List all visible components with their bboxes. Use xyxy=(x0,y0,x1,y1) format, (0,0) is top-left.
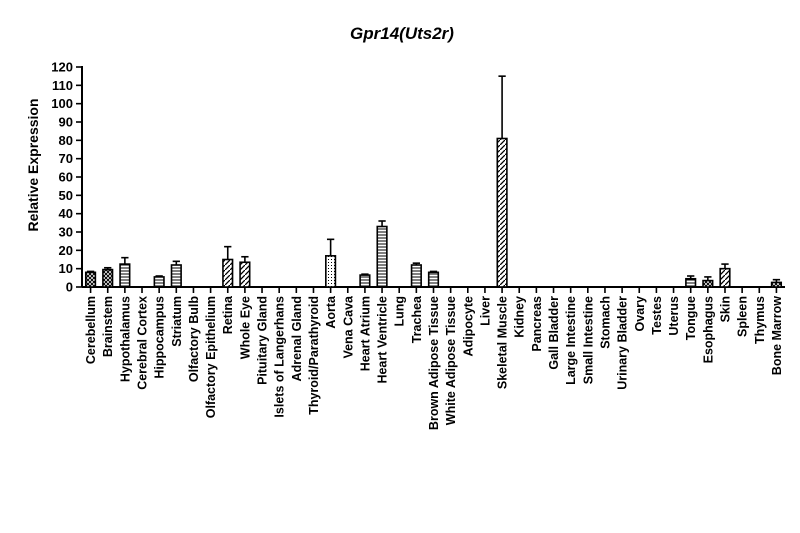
y-tick-label: 80 xyxy=(59,133,73,148)
x-tick-label: Tongue xyxy=(684,296,698,340)
bar xyxy=(410,264,422,288)
bar xyxy=(719,267,731,288)
x-tick-label: Uterus xyxy=(667,296,681,336)
y-axis-label: Relative Expression xyxy=(25,98,41,231)
x-tick-label: Retina xyxy=(221,295,235,334)
x-tick-label: Islets of Langerhans xyxy=(273,296,287,418)
bar xyxy=(376,225,388,288)
x-tick-label: Pancreas xyxy=(530,296,544,352)
x-tick-label: Heart Ventricle xyxy=(376,296,390,384)
x-tick-label: Thymus xyxy=(753,296,767,344)
x-tick-label: Lung xyxy=(393,296,407,327)
x-tick-label: Spleen xyxy=(736,296,750,337)
x-tick-label: Trachea xyxy=(410,295,424,343)
bar xyxy=(102,268,114,288)
x-tick-label: Skin xyxy=(718,296,732,322)
x-tick-label: Hypothalamus xyxy=(118,296,132,382)
x-tick-label: Adrenal Gland xyxy=(290,296,304,381)
x-tick-label: Cerebral Cortex xyxy=(136,296,150,390)
bar xyxy=(359,274,371,288)
y-tick-label: 30 xyxy=(59,225,73,240)
x-tick-label: Gall Bladder xyxy=(547,296,561,370)
x-tick-label: Adipocyte xyxy=(461,296,475,356)
bar xyxy=(153,276,165,288)
x-tick-label: Striatum xyxy=(170,296,184,347)
x-tick-label: Ovary xyxy=(633,296,647,331)
x-tick-label: Testes xyxy=(650,296,664,335)
y-tick-label: 0 xyxy=(66,280,73,295)
y-tick-label: 50 xyxy=(59,188,73,203)
x-tick-label: Hippocampus xyxy=(153,296,167,379)
x-tick-label: Brainstem xyxy=(101,296,115,357)
bar xyxy=(239,261,251,288)
x-tick-label: Kidney xyxy=(513,296,527,338)
y-tick-label: 120 xyxy=(51,60,73,75)
x-tick-label: Olfactory Bulb xyxy=(187,296,201,382)
bar xyxy=(702,279,714,288)
x-tick-label: Skeletal Muscle xyxy=(496,296,510,389)
x-tick-label: Vena Cava xyxy=(341,295,355,359)
bar xyxy=(770,281,783,288)
x-tick-label: Large Intestine xyxy=(564,296,578,385)
y-tick-label: 20 xyxy=(59,243,73,258)
bar xyxy=(685,277,697,288)
y-tick-label: 10 xyxy=(59,261,73,276)
y-tick-label: 70 xyxy=(59,151,73,166)
x-tick-label: Aorta xyxy=(324,295,338,329)
x-tick-label: Thyroid/Parathyroid xyxy=(307,296,321,415)
x-tick-label: Small Intestine xyxy=(581,296,595,384)
x-tick-label: Esophagus xyxy=(701,296,715,363)
bar xyxy=(496,137,508,288)
chart-title: Gpr14(Uts2r) xyxy=(350,24,454,43)
bar xyxy=(84,271,97,288)
y-tick-label: 40 xyxy=(59,206,73,221)
bar xyxy=(222,258,234,288)
bar xyxy=(427,271,440,288)
x-tick-label: Heart Atrium xyxy=(358,296,372,371)
x-tick-label: Liver xyxy=(478,296,492,326)
x-tick-label: Urinary Bladder xyxy=(616,296,630,390)
y-tick-label: 60 xyxy=(59,170,73,185)
y-tick-label: 110 xyxy=(52,78,73,93)
x-tick-label: Bone Marrow xyxy=(770,296,784,375)
y-tick-label: 90 xyxy=(59,115,73,130)
bar xyxy=(119,263,131,288)
x-tick-label: Brown Adipose Tissue xyxy=(427,296,441,430)
x-tick-label: Cerebellum xyxy=(84,296,98,364)
bar xyxy=(325,255,337,288)
x-tick-label: Pituitary Gland xyxy=(256,296,270,385)
x-tick-label: White Adipose Tissue xyxy=(444,296,458,425)
x-tick-label: Olfactory Epithelium xyxy=(204,296,218,418)
y-tick-label: 100 xyxy=(51,96,73,111)
x-tick-label: Stomach xyxy=(598,296,612,349)
bar xyxy=(170,264,182,288)
x-tick-label: Whole Eye xyxy=(238,296,252,359)
